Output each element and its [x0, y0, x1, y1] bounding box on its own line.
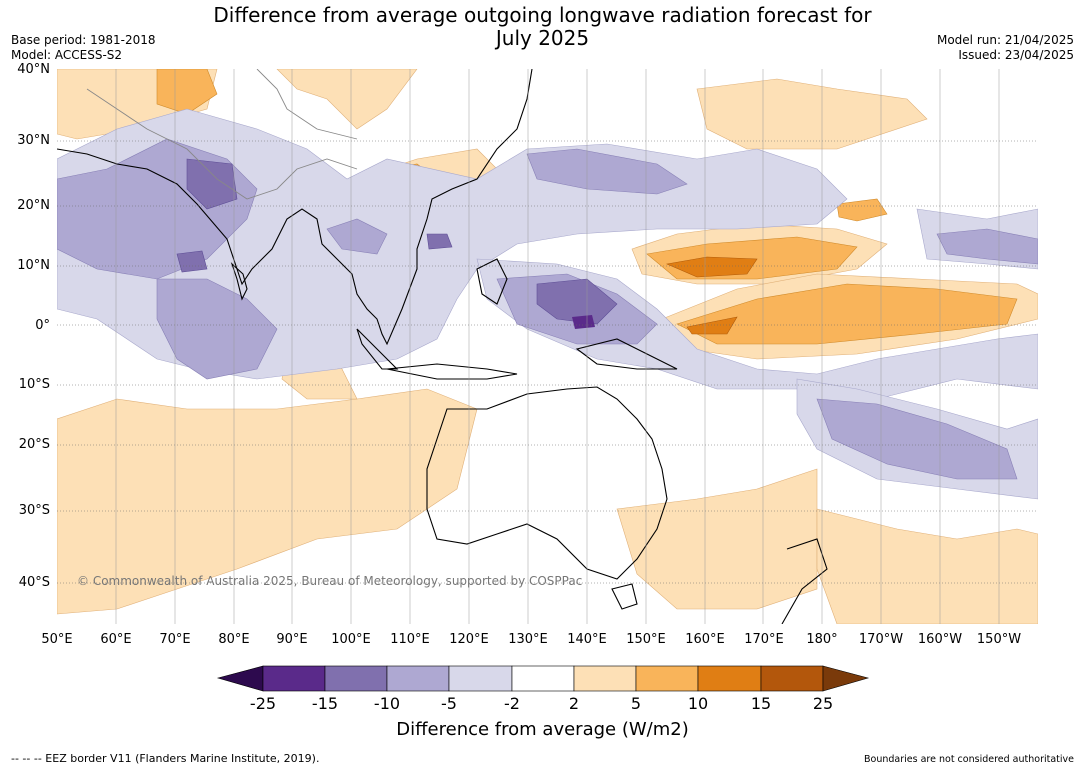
map-svg [57, 69, 1038, 624]
lon-label-80e: 80°E [218, 632, 250, 647]
positive-anomaly-strong [665, 256, 758, 335]
coastlines [57, 69, 828, 624]
colorbar-segment [386, 665, 450, 692]
colorbar-title: Difference from average (W/m2) [396, 719, 689, 740]
lon-label-120e: 120°E [449, 632, 489, 647]
colorbar-segment [448, 665, 513, 692]
issued-date: Issued: 23/04/2025 [958, 48, 1074, 62]
colorbar-label: -25 [249, 694, 277, 713]
map-title: Difference from average outgoing longwav… [0, 4, 1085, 50]
lon-label-100e: 100°E [331, 632, 371, 647]
boundary-disclaimer: Boundaries are not considered authoritat… [864, 754, 1074, 765]
eez-border-note: -- -- -- EEZ border V11 (Flanders Marine… [11, 752, 320, 765]
lon-label-50e: 50°E [41, 632, 73, 647]
lon-label-130e: 130°E [508, 632, 548, 647]
colorbar-arrow-high [822, 665, 870, 692]
colorbar-label: -10 [373, 694, 401, 713]
lat-label-30n: 30°N [17, 133, 50, 148]
colorbar-label: 5 [630, 694, 642, 713]
colorbar-label: 10 [687, 694, 709, 713]
colorbar-segment [760, 665, 824, 692]
title-line-2: July 2025 [495, 26, 590, 50]
meridians [115, 69, 1000, 624]
colorbar-segment [262, 665, 326, 692]
lon-label-140e: 140°E [567, 632, 607, 647]
negative-anomaly-extreme [572, 315, 595, 329]
lon-label-70e: 70°E [159, 632, 191, 647]
lat-label-10n: 10°N [17, 258, 50, 273]
model-info: Base period: 1981-2018 Model: ACCESS-S2 [11, 33, 156, 63]
colorbar-label: 2 [568, 694, 580, 713]
lat-label-20n: 20°N [17, 198, 50, 213]
lon-label-90e: 90°E [276, 632, 308, 647]
colorbar-segment [697, 665, 762, 692]
lon-label-150w: 150°W [976, 632, 1022, 647]
colorbar-segment [573, 665, 637, 692]
colorbar-label: 15 [750, 694, 772, 713]
lon-label-180: 180° [806, 632, 838, 647]
lon-label-60e: 60°E [100, 632, 132, 647]
lon-label-170w: 170°W [858, 632, 904, 647]
country-borders [86, 69, 358, 200]
colorbar-segment [324, 665, 388, 692]
lat-label-20s: 20°S [18, 437, 50, 452]
colorbar-label: -15 [311, 694, 339, 713]
lon-label-160e: 160°E [685, 632, 725, 647]
model-run: Model run: 21/04/2025 [936, 33, 1074, 47]
copyright-notice: © Commonwealth of Australia 2025, Bureau… [77, 574, 583, 588]
colorbar-label: -5 [441, 694, 457, 713]
model-name: Model: ACCESS-S2 [11, 48, 123, 62]
run-info: Model run: 21/04/2025 Issued: 23/04/2025 [937, 33, 1074, 63]
lat-label-40s: 40°S [18, 575, 50, 590]
colorbar-segment [635, 665, 699, 692]
lat-label-40n: 40°N [17, 62, 50, 77]
colorbar-label: 25 [812, 694, 834, 713]
lon-label-160w: 160°W [917, 632, 963, 647]
colorbar [216, 665, 870, 692]
anomaly-map [57, 69, 1038, 624]
colorbar-segment [511, 665, 575, 692]
colorbar-arrow-low [216, 665, 264, 692]
lon-label-150e: 150°E [626, 632, 666, 647]
colorbar-label: -2 [504, 694, 520, 713]
title-line-1: Difference from average outgoing longwav… [213, 3, 872, 27]
lon-label-110e: 110°E [390, 632, 430, 647]
base-period: Base period: 1981-2018 [11, 33, 156, 47]
lat-label-30s: 30°S [18, 503, 50, 518]
lon-label-170e: 170°E [744, 632, 784, 647]
negative-anomaly-strong [176, 158, 618, 325]
lat-label-equator: 0° [35, 318, 50, 333]
lat-label-10s: 10°S [18, 377, 50, 392]
